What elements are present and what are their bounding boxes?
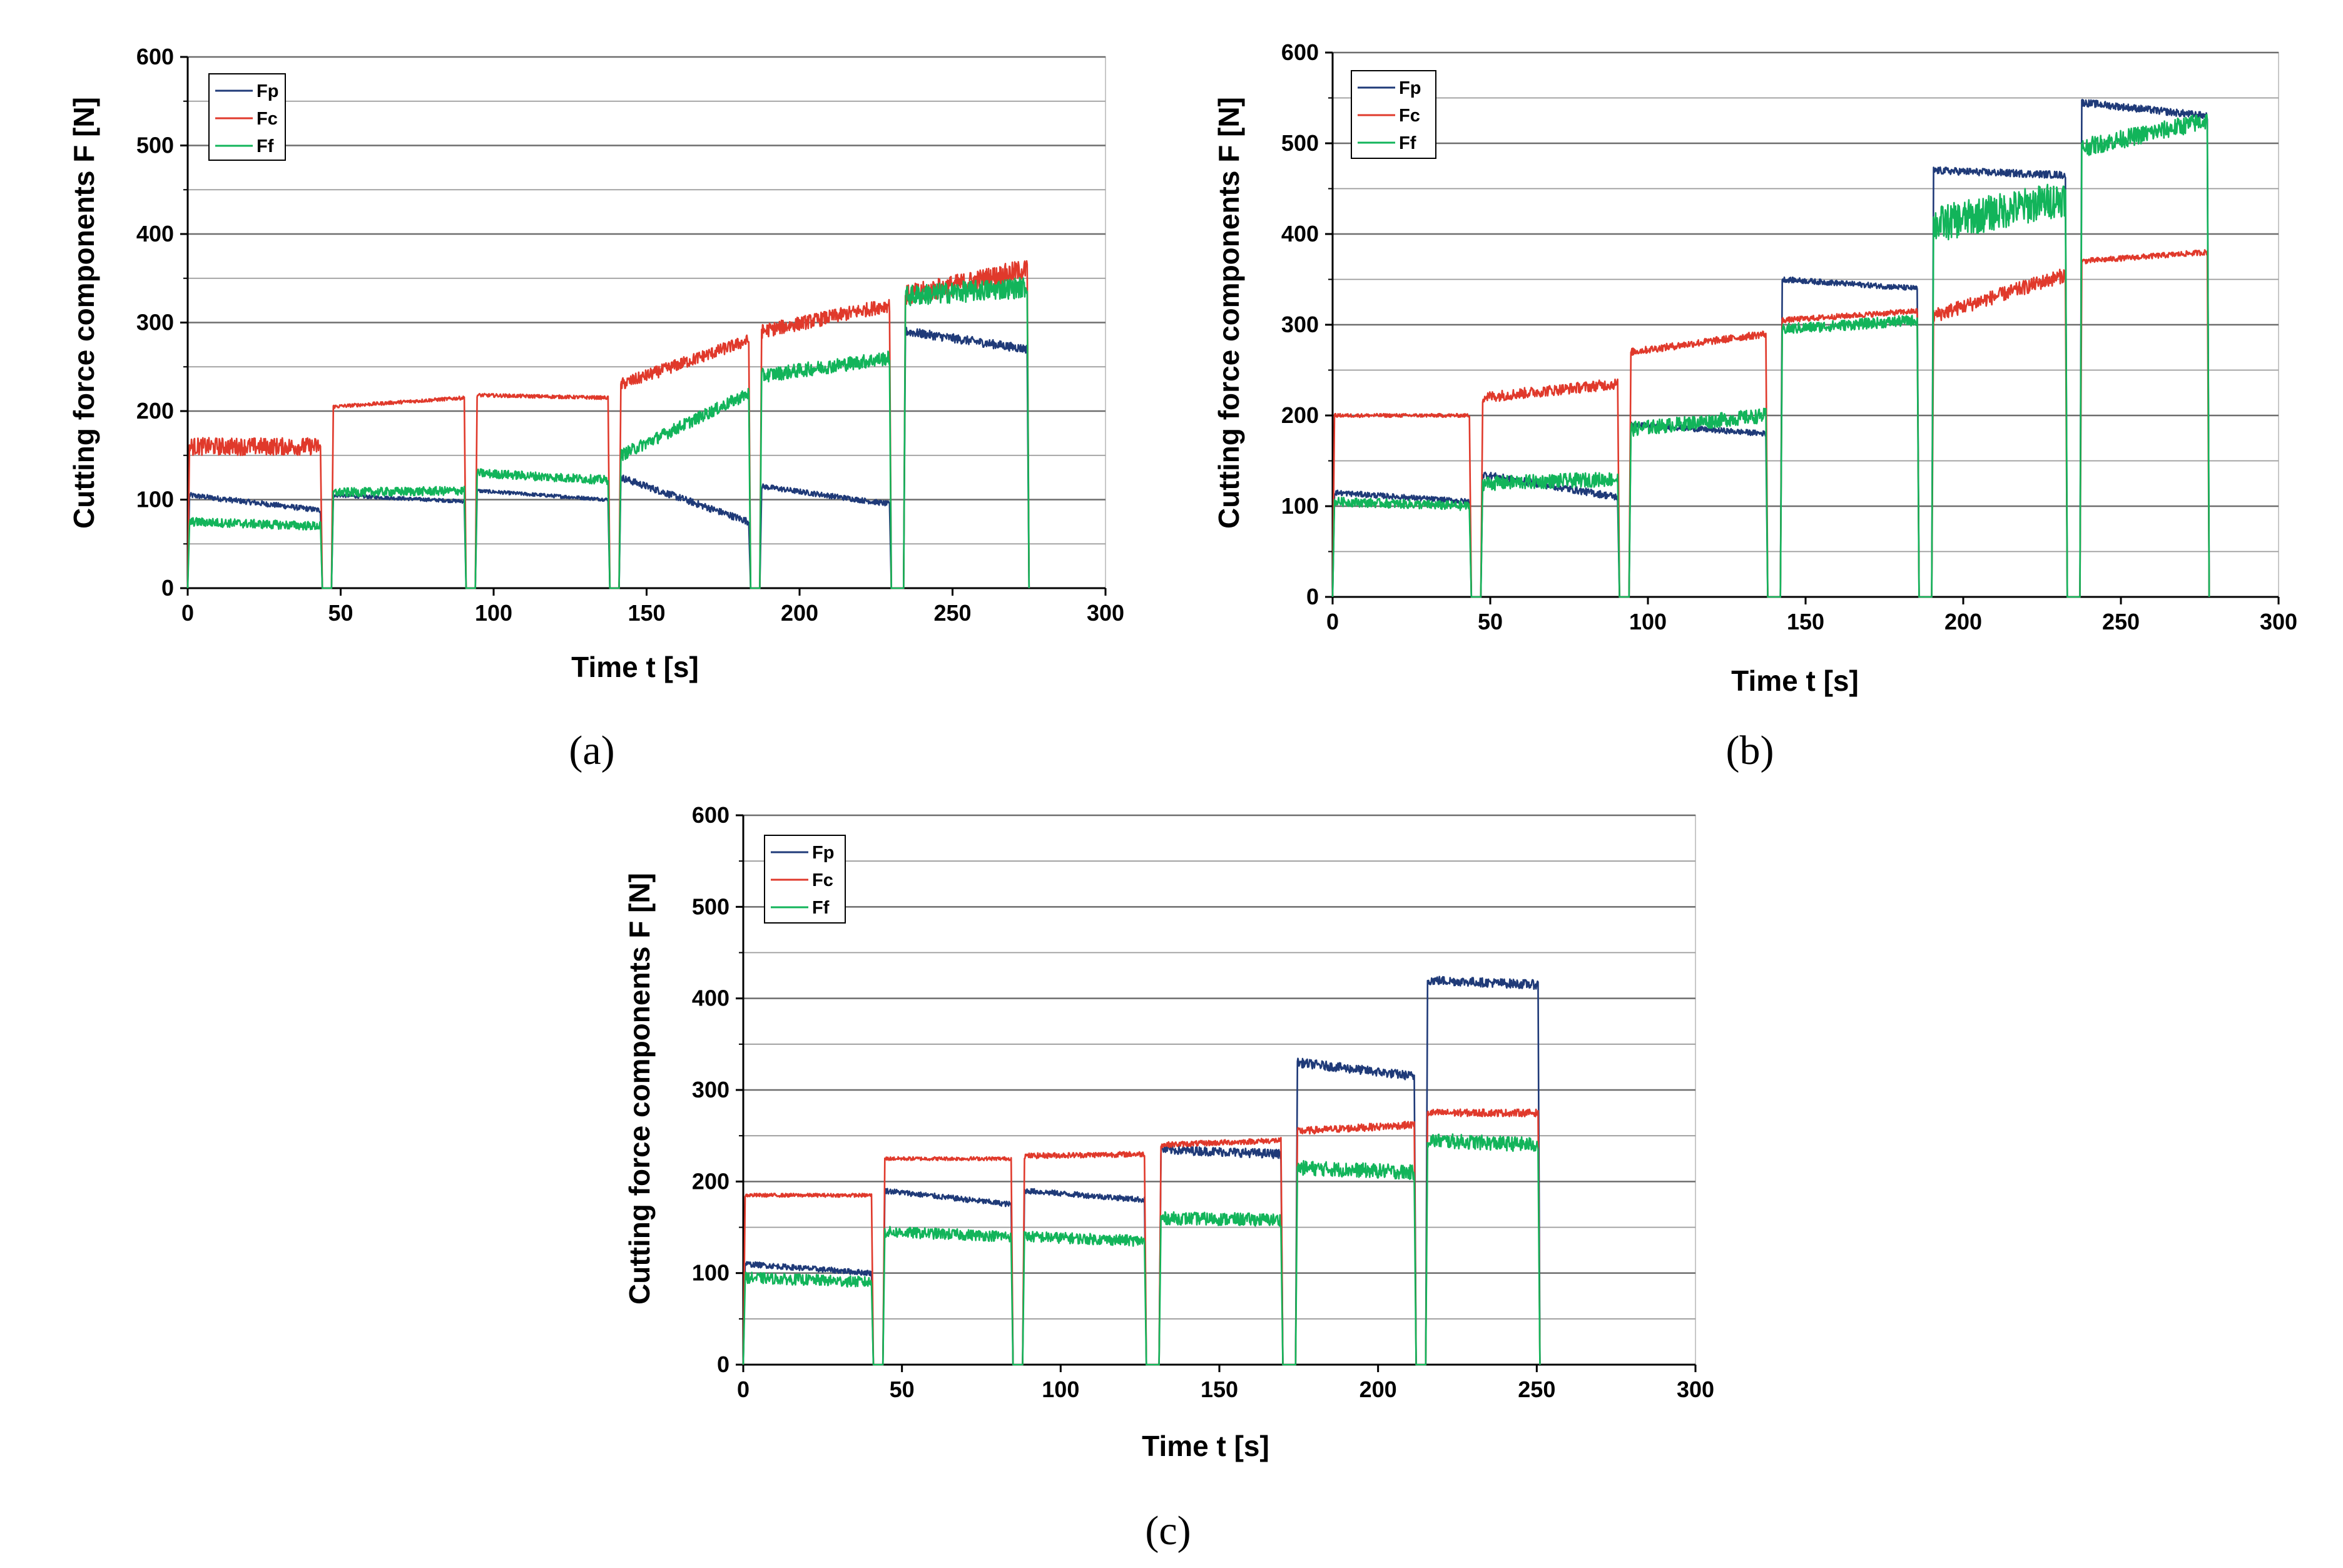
x-tick-label: 100 [1042, 1377, 1079, 1402]
x-tick-label: 250 [1518, 1377, 1555, 1402]
x-tick-label: 150 [1787, 609, 1824, 634]
y-axis-title: Cutting force components F [N] [1212, 97, 1245, 529]
x-tick-label: 50 [328, 600, 353, 626]
x-tick-label: 100 [1629, 609, 1667, 634]
x-tick-label: 0 [737, 1377, 750, 1402]
x-axis-title: Time t [s] [571, 651, 699, 683]
series-fc-line [742, 1108, 1541, 1366]
y-tick-label: 600 [692, 802, 729, 828]
x-tick-label: 300 [2260, 609, 2297, 634]
y-axis-title: Cutting force components F [N] [68, 97, 100, 529]
series-fp-line [186, 327, 1030, 589]
chart-panel-a: Cutting force components F [N] Time t [s… [68, 44, 1124, 773]
y-tick-label: 500 [136, 133, 174, 158]
y-tick-label: 400 [1281, 221, 1319, 247]
y-tick-label: 400 [692, 985, 729, 1011]
y-tick-label: 200 [692, 1168, 729, 1194]
legend-label-fc: Fc [1399, 106, 1420, 126]
y-tick-label: 300 [692, 1077, 729, 1102]
legend-label-ff: Ff [812, 898, 830, 918]
y-tick-label: 100 [1281, 493, 1319, 519]
y-tick-label: 100 [692, 1260, 729, 1286]
legend-label-fp: Fp [1399, 78, 1421, 98]
legend: Fp Fc Ff [764, 835, 846, 924]
x-tick-label: 150 [628, 600, 665, 626]
y-tick-label: 600 [1281, 39, 1319, 65]
y-tick-label: 200 [136, 398, 174, 424]
series-fc-line [186, 260, 1030, 589]
x-tick-label: 100 [475, 600, 512, 626]
y-axis-title: Cutting force components F [N] [623, 873, 656, 1305]
x-tick-label: 300 [1677, 1377, 1714, 1402]
series-ff-line [742, 1133, 1541, 1366]
series-fc-line [1331, 249, 2210, 598]
x-tick-label: 250 [2102, 609, 2140, 634]
series-ff-line [186, 277, 1030, 589]
series-fp-line [742, 975, 1541, 1366]
x-tick-label: 300 [1087, 600, 1124, 626]
y-tick-label: 300 [136, 310, 174, 335]
series-fp-line [1331, 99, 2210, 598]
y-tick-label: 0 [1306, 584, 1319, 609]
x-tick-label: 150 [1201, 1377, 1238, 1402]
panel-caption: (c) [1145, 1508, 1191, 1554]
x-tick-label: 0 [1326, 609, 1339, 634]
y-tick-label: 200 [1281, 402, 1319, 428]
y-tick-label: 0 [717, 1352, 729, 1377]
y-tick-label: 300 [1281, 312, 1319, 337]
y-tick-label: 500 [1281, 130, 1319, 156]
x-tick-label: 200 [1360, 1377, 1397, 1402]
legend: Fp Fc Ff [1351, 70, 1436, 159]
panel-caption: (b) [1726, 728, 1774, 773]
x-tick-label: 0 [181, 600, 194, 626]
series-ff-line [1331, 113, 2210, 598]
legend-label-fp: Fp [812, 843, 834, 863]
x-tick-label: 50 [1478, 609, 1503, 634]
x-axis-title: Time t [s] [1731, 664, 1859, 697]
legend-label-fc: Fc [257, 109, 278, 129]
legend: Fp Fc Ff [208, 73, 286, 161]
x-tick-label: 50 [890, 1377, 915, 1402]
chart-panel-b: Cutting force components F [N] Time t [s… [1212, 39, 2297, 773]
legend-label-ff: Ff [1399, 133, 1416, 153]
panel-caption: (a) [569, 728, 614, 773]
y-tick-label: 500 [692, 893, 729, 919]
x-tick-label: 250 [933, 600, 971, 626]
legend-label-fp: Fp [257, 81, 278, 101]
y-tick-label: 400 [136, 221, 174, 247]
y-tick-label: 600 [136, 44, 174, 69]
legend-label-fc: Fc [812, 870, 833, 890]
y-tick-label: 100 [136, 487, 174, 512]
x-tick-label: 200 [1944, 609, 1982, 634]
x-tick-label: 200 [781, 600, 818, 626]
x-axis-title: Time t [s] [1142, 1430, 1269, 1462]
y-tick-label: 0 [161, 575, 174, 601]
legend-label-ff: Ff [257, 136, 274, 156]
chart-panel-c: Cutting force components F [N] Time t [s… [623, 802, 1714, 1554]
